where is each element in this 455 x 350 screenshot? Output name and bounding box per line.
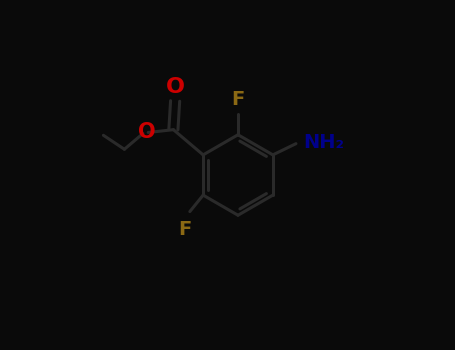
Text: O: O xyxy=(166,77,185,97)
Text: F: F xyxy=(179,220,192,239)
Text: NH₂: NH₂ xyxy=(303,133,344,152)
Text: F: F xyxy=(232,90,245,108)
Text: O: O xyxy=(138,122,156,142)
